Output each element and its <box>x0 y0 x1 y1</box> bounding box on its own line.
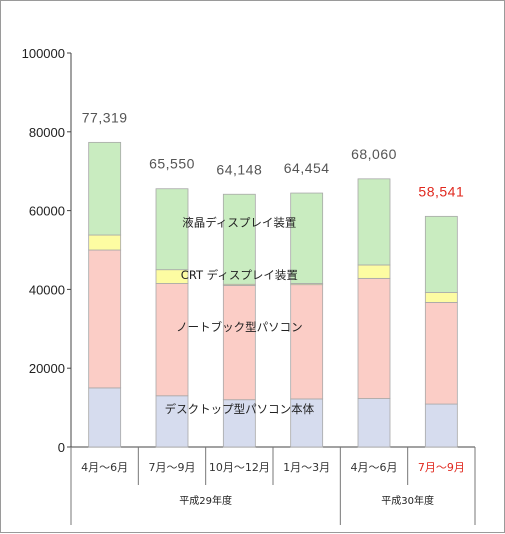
bar-segment <box>424 302 458 405</box>
y-tick-label: 80000 <box>29 125 65 140</box>
y-tick-label: 0 <box>58 440 65 455</box>
bar-segment <box>290 192 324 284</box>
bar-segment <box>290 398 324 448</box>
bar-segment <box>424 215 458 293</box>
bar-segment <box>88 141 122 236</box>
category-label: 4月～6月 <box>81 461 128 474</box>
series-annotation-label: CRT ディスプレイ装置 <box>181 268 298 282</box>
bar-segment <box>357 264 391 279</box>
y-tick-label: 60000 <box>29 204 65 219</box>
total-value-label: 58,541 <box>418 183 464 199</box>
category-label: 4月～6月 <box>351 461 398 474</box>
axes: 0 20000 40000 60000 80000 100000 <box>22 46 476 525</box>
bar-segment <box>424 292 458 303</box>
bar-segment <box>222 285 256 401</box>
bar-segment <box>88 234 122 251</box>
total-value-label: 68,060 <box>351 146 397 162</box>
bar-segment <box>155 283 189 397</box>
bar-segment <box>290 284 324 400</box>
bar-segment <box>155 395 189 448</box>
series-annotation-label: ノートブック型パソコン <box>176 320 303 334</box>
period-group-label: 平成29年度 <box>179 494 232 507</box>
series-annotation-label: デスクトップ型パソコン本体 <box>165 402 315 416</box>
bar-segment <box>357 277 391 399</box>
category-label: 7月～9月 <box>418 461 465 474</box>
series-annotation-label: 液晶ディスプレイ装置 <box>182 215 296 229</box>
period-group-label: 平成30年度 <box>381 494 434 507</box>
bar-segment <box>357 398 391 448</box>
category-label: 7月～9月 <box>149 461 196 474</box>
y-tick-label: 20000 <box>29 361 65 376</box>
bar-segment <box>357 178 391 266</box>
category-label: 1月～3月 <box>283 461 330 474</box>
bars <box>88 141 458 448</box>
y-tick-label: 100000 <box>22 46 65 61</box>
category-label: 10月～12月 <box>209 461 270 474</box>
bar-segment <box>155 188 189 271</box>
bar-segment <box>88 387 122 448</box>
bar-segment <box>424 403 458 448</box>
total-value-label: 64,454 <box>284 160 330 176</box>
bar-segment <box>222 399 256 448</box>
total-value-label: 64,148 <box>216 161 262 177</box>
y-tick-label: 40000 <box>29 282 65 297</box>
total-value-label: 65,550 <box>149 156 195 172</box>
bar-segment <box>222 193 256 285</box>
bar-segment <box>88 249 122 389</box>
total-value-label: 77,319 <box>82 109 128 125</box>
